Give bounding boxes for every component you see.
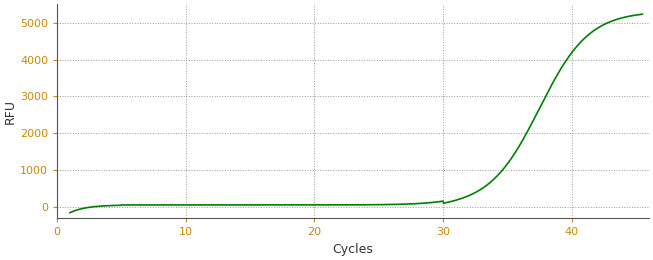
Y-axis label: RFU: RFU	[4, 99, 17, 124]
X-axis label: Cycles: Cycles	[332, 243, 374, 256]
